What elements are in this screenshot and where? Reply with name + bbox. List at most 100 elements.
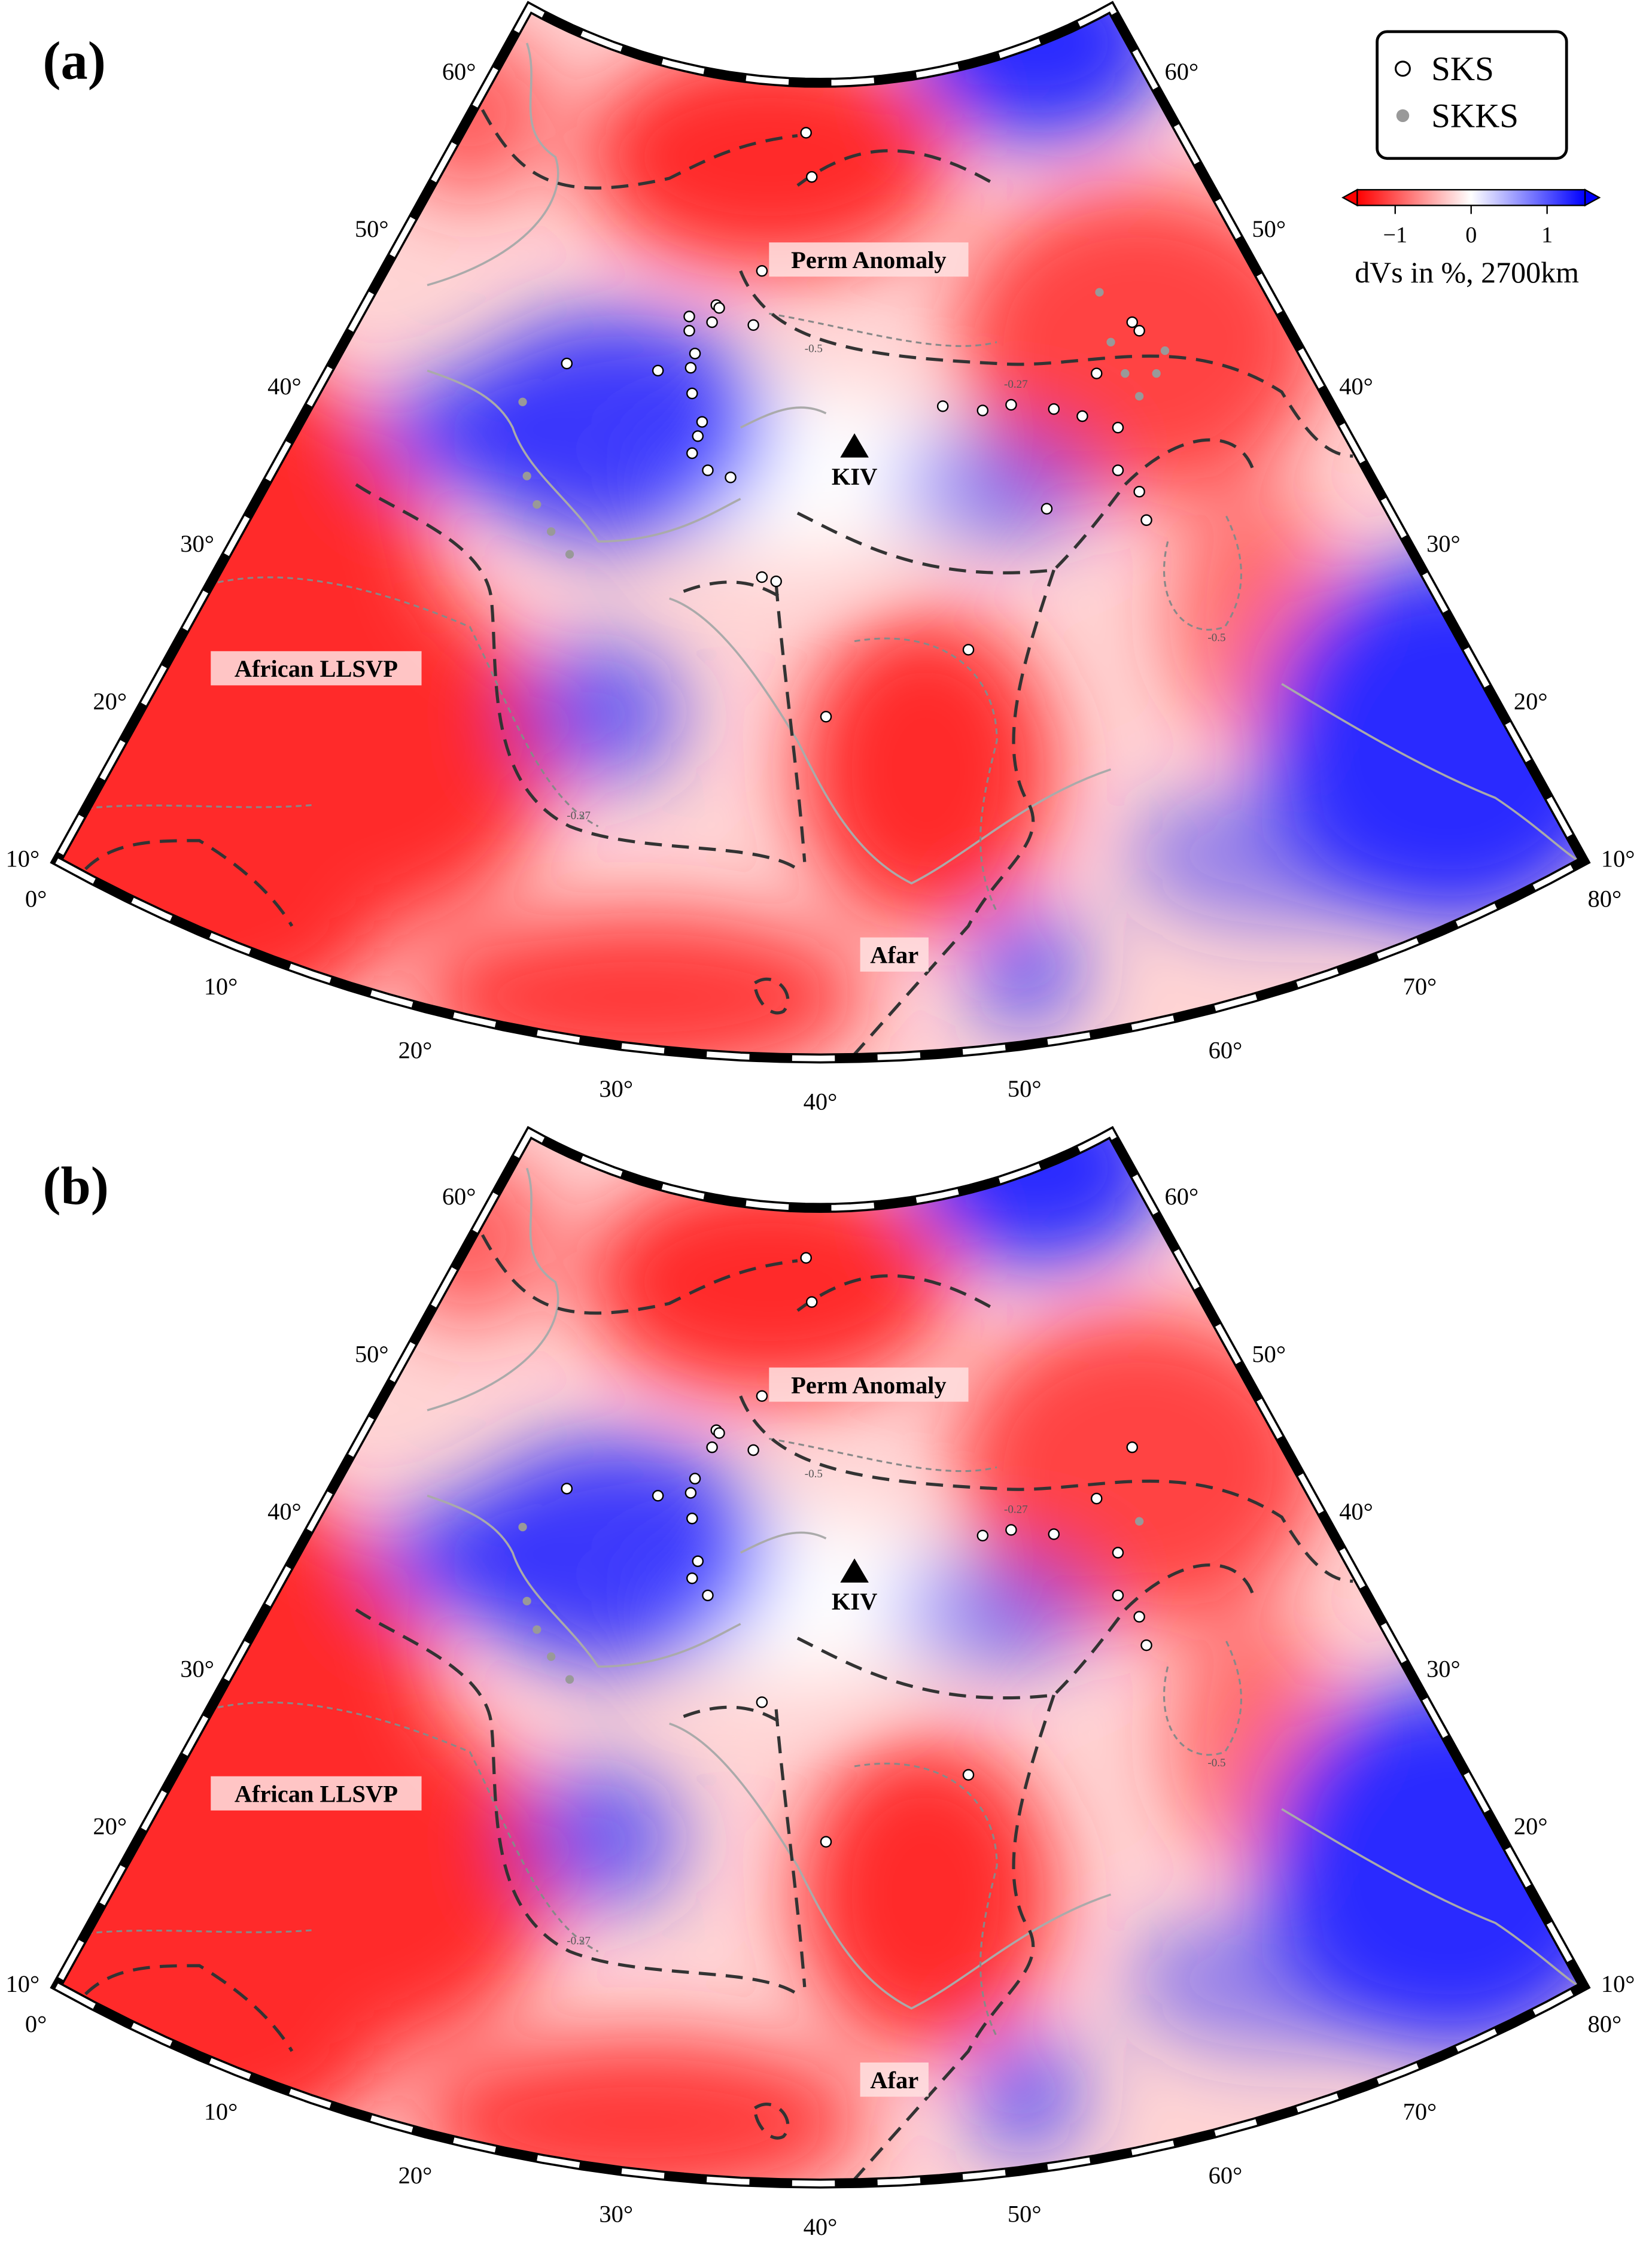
contour-major xyxy=(468,1210,798,1315)
lon-label: 80° xyxy=(1588,2010,1622,2037)
contour-major xyxy=(468,85,798,190)
legend-skks-marker xyxy=(1396,109,1410,123)
sks-point xyxy=(561,357,573,370)
skks-point xyxy=(1121,369,1130,378)
fast-anomaly xyxy=(968,904,1082,1033)
sks-point xyxy=(706,316,718,328)
sks-point xyxy=(1090,1492,1103,1505)
contour-label: -0.5 xyxy=(805,342,823,355)
stations xyxy=(518,127,1170,723)
sks-point xyxy=(962,1769,975,1781)
legend-box xyxy=(1376,30,1568,160)
lat-label: 20° xyxy=(1514,1813,1548,1840)
lon-label: 70° xyxy=(1403,2098,1437,2125)
sks-point xyxy=(1133,324,1145,337)
sks-point xyxy=(1140,514,1152,527)
contour-major xyxy=(683,149,998,600)
map-label: Perm Anomaly xyxy=(791,247,947,273)
lat-label: 60° xyxy=(442,1183,476,1210)
field: -0.27 -0.27 -0.5 -0.5 xyxy=(56,7,1584,1059)
sks-point xyxy=(756,1696,768,1708)
contour-major xyxy=(853,569,1055,1055)
skks-point xyxy=(518,397,527,406)
fast-anomaly xyxy=(370,378,541,492)
fast-anomaly xyxy=(968,2030,1082,2158)
sks-point xyxy=(683,324,695,337)
lat-label: 30° xyxy=(180,1656,214,1683)
sks-point xyxy=(1041,503,1053,515)
sks-point xyxy=(770,575,782,588)
lat-label: 50° xyxy=(355,1340,389,1367)
sks-point xyxy=(936,400,949,412)
contour-label: -0.27 xyxy=(1004,1503,1028,1516)
colorbar-arrow xyxy=(1584,188,1601,207)
contour-major xyxy=(774,1709,807,1988)
lat-label: 20° xyxy=(93,1813,127,1840)
lat-label: 10° xyxy=(1601,845,1635,872)
contour-minor xyxy=(854,1762,998,2037)
coastline xyxy=(669,1722,1112,2010)
contour-major xyxy=(774,584,807,862)
skks-point xyxy=(1160,346,1170,355)
lat-label: 50° xyxy=(1252,215,1286,242)
lon-label: 30° xyxy=(599,1075,633,1102)
legend-sks-marker xyxy=(1395,60,1411,77)
label-background xyxy=(211,1776,422,1811)
contour-major xyxy=(739,1395,1353,1583)
sks-point xyxy=(686,1513,698,1525)
sks-point xyxy=(976,1529,989,1542)
lat-label: 10° xyxy=(1601,1970,1635,1997)
sks-point xyxy=(702,1589,714,1602)
lat-label: 40° xyxy=(1339,373,1373,400)
fast-anomaly xyxy=(1125,783,1438,926)
sks-point xyxy=(1112,421,1124,434)
lat-label: 20° xyxy=(1514,688,1548,714)
slow-anomaly xyxy=(56,314,242,627)
sks-point xyxy=(1133,485,1145,498)
lon-label: 0° xyxy=(25,886,47,912)
contour-label: -0.5 xyxy=(1207,632,1225,644)
coastline xyxy=(740,406,1581,863)
colorbar-title: dVs in %, 2700km xyxy=(1355,255,1579,289)
lat-label: 40° xyxy=(267,373,302,400)
contour-major xyxy=(753,977,790,1015)
label-background xyxy=(769,1367,969,1402)
sks-point xyxy=(1112,1547,1124,1559)
contour-major xyxy=(796,438,1255,574)
sks-point xyxy=(696,416,708,428)
colorbar-scale xyxy=(1356,188,1586,206)
sks-point xyxy=(1126,1441,1138,1453)
skks-point xyxy=(546,527,556,536)
map-panel: -0.27 -0.27 -0.5 -0.5 10° 10° 20° 20° 30° 30° 40° 4… xyxy=(6,1125,1635,2240)
fast-anomaly xyxy=(370,1502,541,1617)
lat-label: 10° xyxy=(6,1970,40,1997)
coastline xyxy=(669,597,1112,885)
label-background xyxy=(769,242,969,277)
slow-anomaly xyxy=(56,1438,242,1753)
sks-point xyxy=(686,1572,698,1584)
lat-label: 30° xyxy=(180,530,214,557)
map-label: Afar xyxy=(870,942,918,969)
skks-point xyxy=(518,1522,527,1532)
sks-point xyxy=(652,1489,664,1502)
sks-point xyxy=(820,1836,832,1848)
station-marker xyxy=(840,1558,869,1583)
skks-point xyxy=(565,1675,574,1684)
sks-point xyxy=(684,361,697,374)
station-label: KIV xyxy=(832,1588,877,1615)
sks-point xyxy=(561,1483,573,1495)
lat-label: 50° xyxy=(355,215,389,242)
lon-label: 60° xyxy=(1209,1037,1243,1064)
sks-point xyxy=(747,1444,759,1456)
skks-point xyxy=(533,500,541,509)
label-background xyxy=(860,937,929,972)
label-background xyxy=(860,2063,929,2097)
sks-point xyxy=(725,471,737,483)
slow-anomaly xyxy=(583,42,954,271)
lat-label: 10° xyxy=(6,845,40,872)
colorbar-arrow xyxy=(1341,188,1358,207)
fast-anomaly xyxy=(512,1766,684,1909)
map-frame-ticks xyxy=(53,4,1588,1061)
contour-label: -0.27 xyxy=(567,1934,591,1947)
